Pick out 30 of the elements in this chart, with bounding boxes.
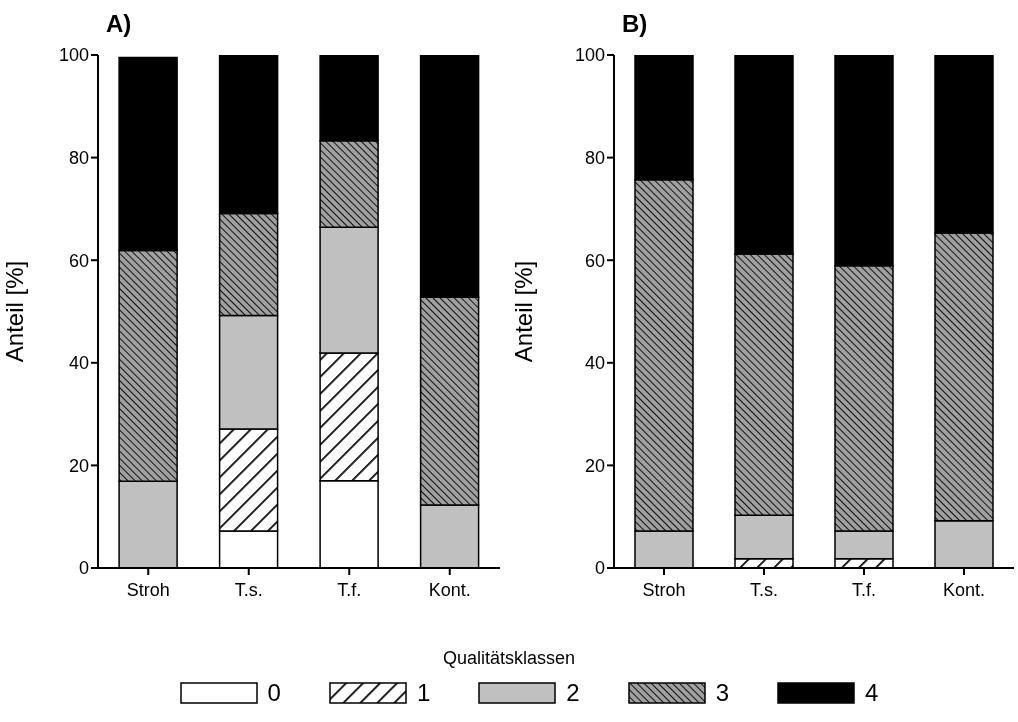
x-tick-label: T.s. bbox=[749, 579, 779, 600]
y-tick-label: 0 bbox=[594, 558, 605, 579]
legend-label: 2 bbox=[566, 679, 580, 707]
y-tick-label: 100 bbox=[574, 45, 605, 66]
y-tick-label: 80 bbox=[68, 147, 89, 168]
y-tick-label: 80 bbox=[584, 147, 605, 168]
legend-label: 0 bbox=[267, 679, 281, 707]
y-tick-label: 40 bbox=[68, 353, 89, 374]
x-tick-label: T.f. bbox=[851, 579, 877, 600]
y-tick-label: 20 bbox=[584, 455, 605, 476]
x-tick-label: Kont. bbox=[428, 579, 471, 600]
y-tick-label: 100 bbox=[58, 45, 89, 66]
y-axis-title: Anteil [%] bbox=[509, 260, 537, 363]
x-tick-label: T.s. bbox=[234, 579, 263, 600]
y-tick-label: 40 bbox=[584, 353, 605, 374]
legend-label: 4 bbox=[865, 679, 879, 707]
y-axis-title: Anteil [%] bbox=[0, 260, 28, 363]
chart-title: A) bbox=[106, 10, 132, 38]
legend-label: 1 bbox=[416, 679, 431, 707]
x-tick-label: T.f. bbox=[337, 579, 362, 600]
chart-title: B) bbox=[622, 10, 648, 38]
y-tick-label: 60 bbox=[584, 250, 605, 271]
x-tick-label: Stroh bbox=[126, 579, 170, 600]
y-tick-label: 0 bbox=[78, 558, 89, 579]
x-tick-label: Kont. bbox=[942, 579, 986, 600]
x-tick-label: Stroh bbox=[642, 579, 686, 600]
y-tick-label: 60 bbox=[68, 250, 89, 271]
y-tick-label: 20 bbox=[68, 455, 89, 476]
legend-label: 3 bbox=[715, 679, 730, 707]
legend-title: Qualitätsklassen bbox=[441, 648, 577, 669]
